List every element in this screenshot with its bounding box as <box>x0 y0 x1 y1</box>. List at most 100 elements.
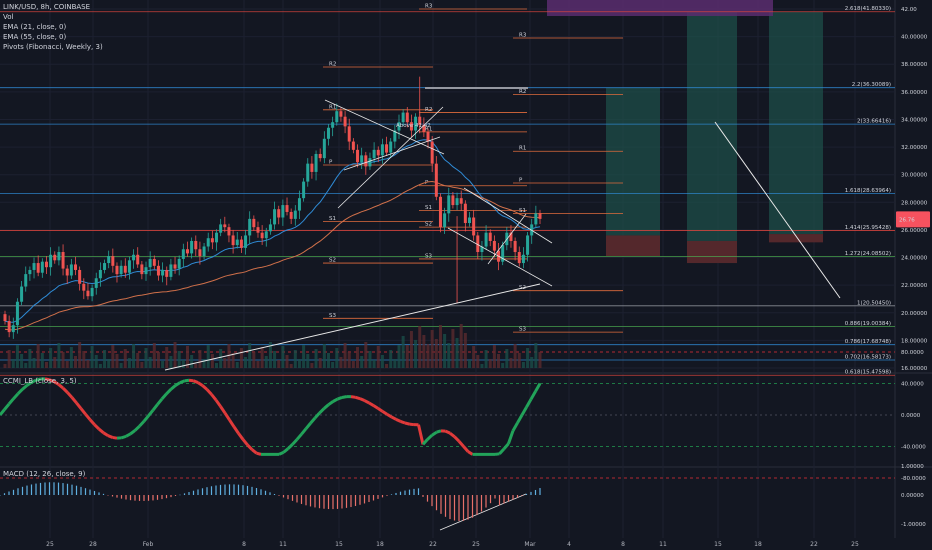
cci-segment <box>295 433 303 441</box>
candle-body <box>306 163 310 182</box>
vol-label[interactable]: Vol <box>3 13 14 21</box>
cci-segment <box>133 425 141 432</box>
macd-bar <box>467 495 469 520</box>
fib-level-label: 0.702(16.58173) <box>845 354 891 360</box>
macd-bar <box>471 495 474 518</box>
candle-body <box>115 265 119 275</box>
cci-segment <box>444 429 451 435</box>
volume-bar <box>94 355 98 368</box>
candle-body <box>152 258 156 266</box>
cci-segment <box>436 429 442 434</box>
macd-bar <box>296 495 298 503</box>
macd-bar <box>71 484 73 495</box>
pivot-label: S3 <box>425 253 432 259</box>
volume-bar <box>368 351 372 368</box>
macd-bar <box>0 495 1 496</box>
candle-body <box>78 269 82 284</box>
candle-body <box>132 254 136 261</box>
candle-body <box>389 141 393 153</box>
volume-bar <box>351 361 355 368</box>
candle-body <box>360 155 364 163</box>
candle-body <box>248 218 252 236</box>
candle-body <box>364 155 368 167</box>
ema55-label[interactable]: EMA (55, close, 0) <box>3 33 67 41</box>
cci-segment <box>282 447 289 454</box>
volume-bar <box>476 355 480 368</box>
macd-bar <box>138 495 141 501</box>
cci-segment <box>386 412 393 419</box>
volume-bar <box>426 344 430 368</box>
macd-bar <box>314 495 316 508</box>
pivot-label: S3 <box>329 313 336 319</box>
x-tick-label: 15 <box>335 541 343 548</box>
flag-line <box>487 213 527 265</box>
volume-bar <box>322 344 326 368</box>
macd-legend: MACD (12, 26, close, 9) <box>3 469 85 479</box>
cci-segment <box>368 401 375 407</box>
macd-bar <box>269 492 271 495</box>
candle-body <box>140 264 144 275</box>
volume-bar <box>82 351 86 368</box>
candle-body <box>492 240 496 251</box>
macd-bar <box>224 484 226 495</box>
candle-body <box>94 278 98 288</box>
macd-bar <box>512 495 514 500</box>
volume-bar <box>260 347 264 368</box>
cci-segment <box>30 378 37 384</box>
pivot-label: R2 <box>329 61 336 67</box>
macd-bar <box>282 495 285 498</box>
candle-body <box>513 240 517 253</box>
ema21-label[interactable]: EMA (21, close, 0) <box>3 23 67 31</box>
macd-bar <box>80 486 82 495</box>
cci-segment <box>125 432 132 438</box>
cci-tick-label: -40.0000 <box>901 445 926 451</box>
symbol-title[interactable]: LINK/USD, 8h, COINBASE <box>3 3 91 11</box>
cci-segment <box>409 422 415 427</box>
volume-bar <box>455 338 459 368</box>
cci-segment <box>449 431 456 438</box>
candle-body <box>194 240 198 250</box>
volume-bar <box>165 347 169 368</box>
trend-line <box>164 283 541 371</box>
macd-label[interactable]: MACD (12, 26, close, 9) <box>3 470 86 478</box>
macd-bar <box>327 495 330 510</box>
candle-body <box>185 249 189 254</box>
volume-bar <box>530 357 534 368</box>
cci-segment <box>165 388 173 395</box>
cci-label[interactable]: CCMI_LB (close, 3, 5) <box>3 377 77 385</box>
volume-bar <box>277 360 281 368</box>
volume-bar <box>156 352 160 368</box>
volume-bar <box>123 349 127 368</box>
target-box <box>606 87 660 236</box>
candle-body <box>438 196 442 228</box>
volume-bar <box>356 347 360 368</box>
volume-bar <box>44 362 48 368</box>
candle-body <box>15 301 19 326</box>
fib-level-label: 2(33.66416) <box>857 119 891 125</box>
candle-body <box>36 263 40 273</box>
x-tick-label: 4 <box>567 541 571 548</box>
candle-body <box>443 213 447 228</box>
volume-bar <box>248 343 252 368</box>
macd-bar <box>156 495 159 500</box>
pivots-label[interactable]: Pivots (Fibonacci, Weekly, 3) <box>3 43 103 51</box>
cci-segment <box>147 409 155 417</box>
volume-bar <box>501 363 505 368</box>
pivot-label: R3 <box>519 32 527 38</box>
price-tick-label: 34.00000 <box>901 117 928 123</box>
pivot-label: R2 <box>425 107 432 113</box>
macd-bar <box>503 495 505 504</box>
cci-segment <box>35 377 41 382</box>
volume-bar <box>268 342 272 368</box>
macd-bar <box>165 495 168 499</box>
candle-body <box>86 290 90 297</box>
target-box <box>687 11 737 241</box>
macd-bar <box>341 495 343 509</box>
volume-bar <box>372 360 376 368</box>
macd-bar <box>494 495 496 499</box>
cci-segment <box>98 427 105 434</box>
volume-bar <box>422 335 426 368</box>
volume-bar <box>61 352 65 368</box>
candle-body <box>206 238 210 247</box>
